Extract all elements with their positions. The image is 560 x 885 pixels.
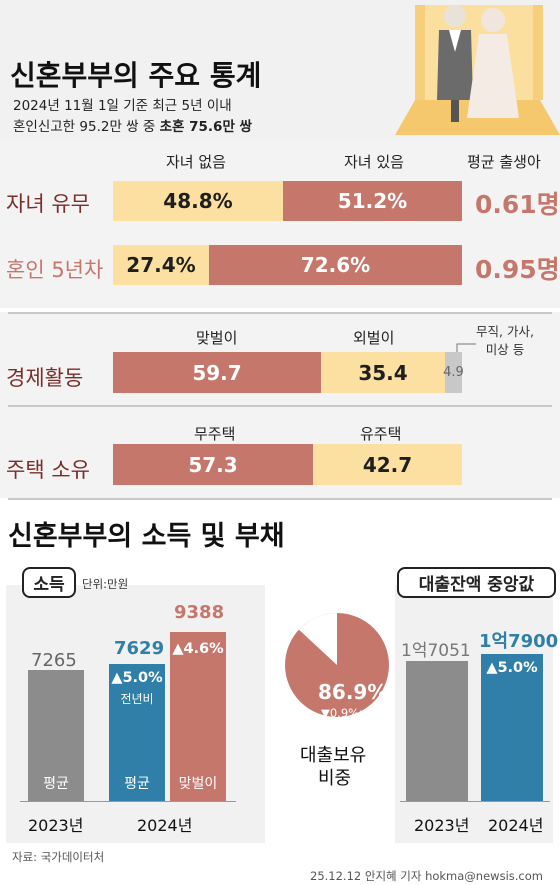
divider-3 (8, 498, 552, 500)
col-children: 자녀 있음 (344, 153, 404, 171)
change-avg-2024: ▲5.0% (111, 670, 163, 686)
subtitle-prefix: 혼인신고한 95.2만 쌍 중 (13, 119, 160, 135)
divider-1 (8, 312, 552, 314)
loan-share-pie (285, 613, 389, 717)
loan-share-value: 86.9% (318, 680, 388, 704)
value-loan-2024: 1억7900 (479, 631, 559, 652)
credit-text: 25.12.12 안지혜 기자 hokma@newsis.com (310, 869, 543, 883)
row-label-housing: 주택 소유 (6, 458, 90, 482)
bar-children-row1: 51.2% (283, 181, 462, 221)
bar-dual: 59.7 (113, 352, 321, 393)
row-label-economy: 경제활동 (6, 366, 84, 390)
loan-share-label-1: 대출보유 (300, 745, 367, 766)
year-2023-income: 2023년 (28, 816, 84, 835)
page-title: 신혼부부의 주요 통계 (10, 59, 262, 92)
bar-children-row2: 72.6% (209, 245, 462, 285)
yoy-label: 전년비 (120, 692, 154, 706)
bar-loan-2023 (406, 661, 468, 801)
bar-loan-2024 (481, 654, 543, 801)
leader-line-icon (456, 343, 476, 353)
subtitle-line-1: 2024년 11월 1일 기준 최근 5년 이내 (13, 98, 232, 114)
loan-baseline (400, 801, 550, 802)
subtitle-bold: 초혼 75.6만 쌍 (159, 119, 252, 135)
col-no-children: 자녀 없음 (166, 153, 226, 171)
divider-2 (8, 405, 552, 407)
row-label-year5: 혼인 5년차 (6, 258, 104, 282)
bar-other: 4.9 (443, 352, 464, 393)
col-house: 유주택 (360, 425, 402, 443)
income-box: 소득 (22, 567, 76, 598)
change-dual-2024: ▲4.6% (172, 641, 224, 657)
col-birth: 평균 출생아 (467, 153, 541, 171)
loan-share-label-2: 비중 (318, 768, 352, 789)
subtitle-line-2: 혼인신고한 95.2만 쌍 중 초혼 75.6만 쌍 (13, 115, 252, 135)
bar-label-dual-2024: 맞벌이 (178, 776, 218, 792)
row-label-children: 자녀 유무 (6, 192, 90, 216)
value-dual-2024: 9388 (174, 602, 225, 623)
bar-income-dual-2024 (170, 632, 226, 801)
birth-row2: 0.95명 (475, 255, 560, 284)
bar-single: 35.4 (321, 352, 445, 393)
bar-label-avg-2023: 평균 (43, 776, 69, 792)
bar-house: 42.7 (313, 444, 462, 485)
value-loan-2023: 1억7051 (401, 641, 471, 661)
pie-slice-rest (298, 613, 337, 665)
section-title-income: 신혼부부의 소득 및 부채 (8, 521, 285, 552)
value-avg-2024: 7629 (114, 638, 165, 659)
change-loan-2024: ▲5.0% (486, 660, 538, 676)
year-2024-income: 2024년 (137, 816, 193, 835)
col-other: 무직, 가사, 미상 등 (476, 324, 534, 357)
unit-label: 단위:만원 (82, 577, 129, 591)
year-2023-loan: 2023년 (414, 816, 470, 835)
bar-no-children-row1: 48.8% (113, 181, 283, 221)
bar-label-avg-2024: 평균 (124, 776, 150, 792)
income-baseline (20, 801, 236, 802)
bar-no-children-row2: 27.4% (113, 245, 209, 285)
source-text: 자료: 국가데이터처 (12, 850, 105, 864)
col-single: 외벌이 (353, 329, 395, 347)
loan-box: 대출잔액 중앙값 (397, 567, 556, 598)
couple-illustration-icon (395, 5, 560, 135)
bar-income-avg-2023 (28, 670, 84, 801)
birth-row1: 0.61명 (475, 190, 560, 219)
bar-income-avg-2024 (109, 664, 165, 801)
col-dual: 맞벌이 (196, 329, 238, 347)
value-avg-2023: 7265 (31, 650, 77, 671)
year-2024-loan: 2024년 (488, 816, 544, 835)
col-no-house: 무주택 (194, 425, 236, 443)
loan-share-change: ▼0.9%p (321, 706, 367, 720)
bar-no-house: 57.3 (113, 444, 313, 485)
